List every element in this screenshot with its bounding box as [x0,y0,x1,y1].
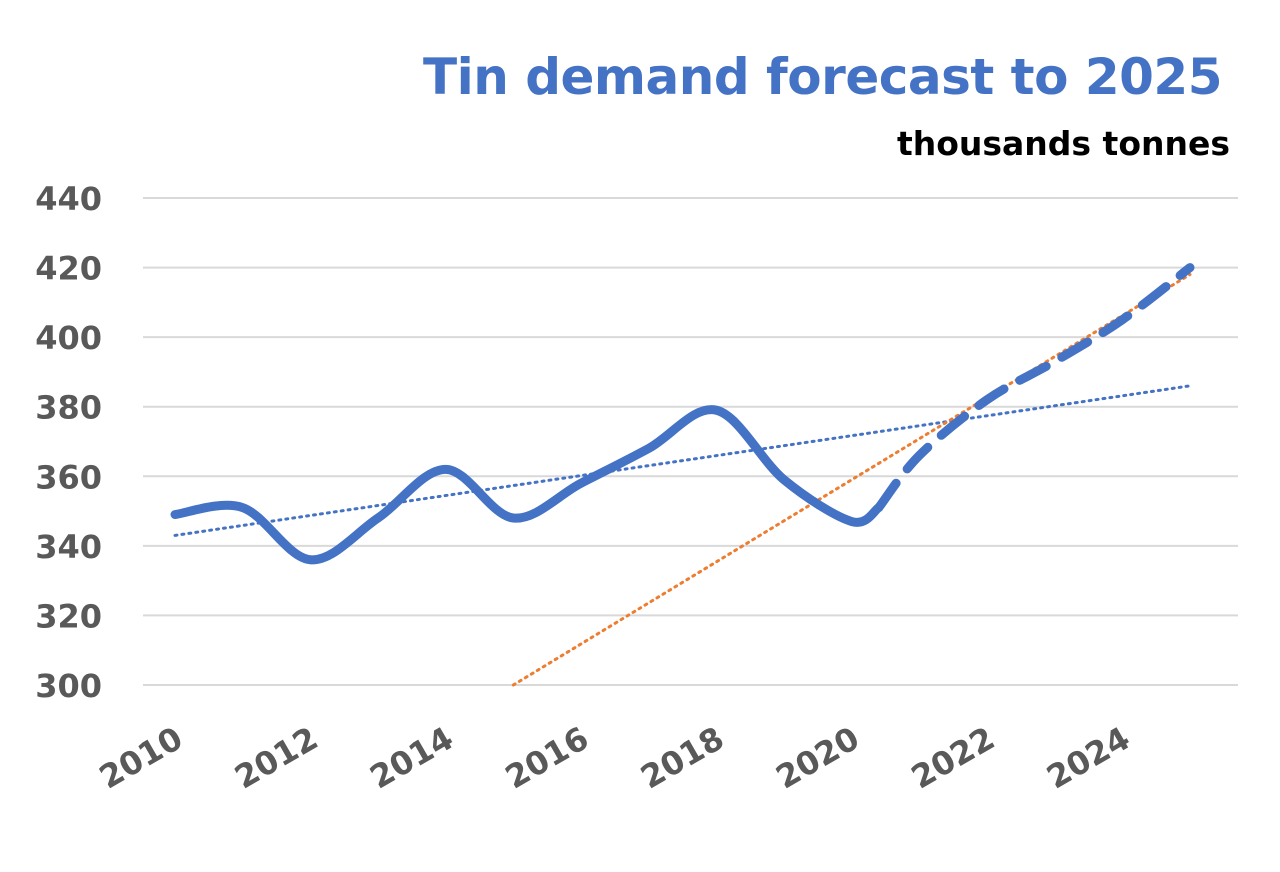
y-tick-label: 320 [35,597,102,635]
x-tick-label: 2010 [93,719,189,796]
series-line-forecast [874,263,1195,513]
y-tick-label: 420 [35,250,102,288]
x-tick-label: 2024 [1040,719,1136,796]
chart-subtitle: thousands tonnes [896,124,1230,163]
y-tick-label: 340 [35,528,102,566]
y-tick-label: 400 [35,319,102,357]
y-tick-label: 300 [35,667,102,705]
trendline-blue [173,384,1192,537]
y-tick-label: 380 [35,389,102,427]
x-tick-label: 2016 [499,719,595,796]
y-tick-label: 360 [35,458,102,496]
x-tick-label: 2018 [634,719,730,796]
trendline-orange [511,273,1192,687]
series-line-actual [170,405,884,565]
x-tick-label: 2012 [228,719,324,796]
x-tick-label: 2020 [770,719,866,796]
x-tick-label: 2014 [364,719,460,796]
y-tick-label: 440 [35,180,102,218]
x-tick-label: 2022 [905,719,1001,796]
chart-title: Tin demand forecast to 2025 [422,48,1223,106]
